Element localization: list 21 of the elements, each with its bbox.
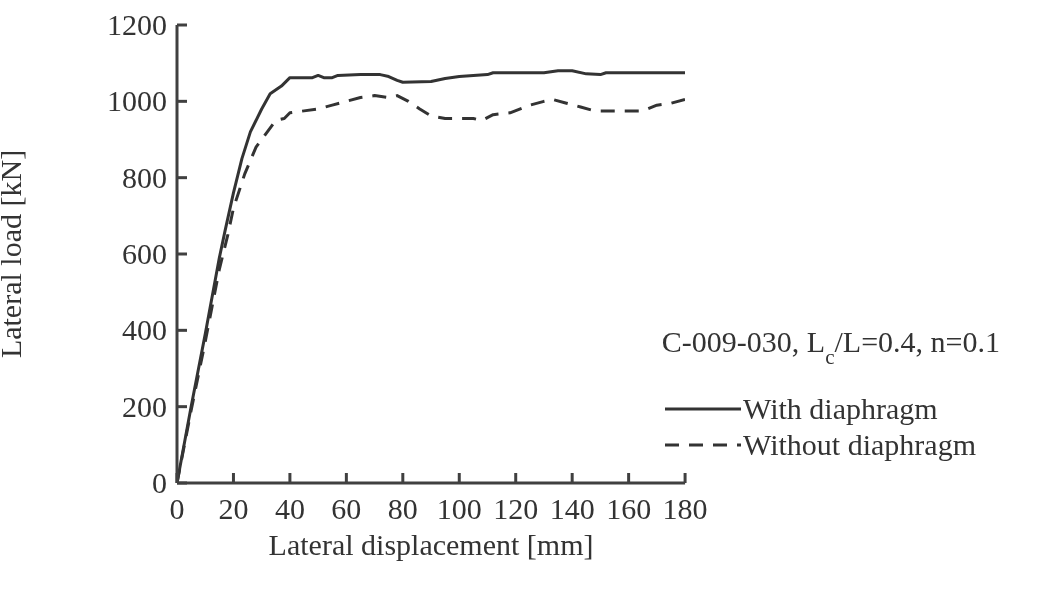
y-tick-label: 1000 — [107, 84, 167, 118]
legend-label: With diaphragm — [743, 391, 938, 427]
x-tick-label: 160 — [606, 492, 652, 525]
y-tick-label: 600 — [122, 237, 167, 270]
x-tick-label: 100 — [436, 492, 482, 525]
x-tick-label: 80 — [387, 492, 418, 525]
legend-label: Without diaphragm — [743, 427, 976, 463]
x-tick-label: 180 — [662, 492, 708, 525]
annotation: C-009-030, L$_{c}$/L=0.4, n=0.1 — [661, 325, 1000, 369]
y-tick-label: 0 — [152, 466, 167, 499]
y-tick-label: 800 — [122, 160, 167, 194]
y-tick-label: 200 — [122, 389, 167, 423]
x-axis-title: Lateral displacement [mm] — [268, 528, 594, 561]
x-tick-label: 40 — [274, 492, 305, 525]
x-tick-label: 20 — [218, 492, 249, 525]
y-tick-label: 1200 — [107, 8, 167, 41]
x-tick-label: 60 — [331, 492, 362, 525]
x-tick-label: 120 — [493, 492, 539, 525]
x-tick-label: 140 — [549, 492, 595, 525]
y-axis-title: Lateral load [kN] — [0, 149, 27, 359]
y-tick-label: 400 — [122, 313, 167, 347]
